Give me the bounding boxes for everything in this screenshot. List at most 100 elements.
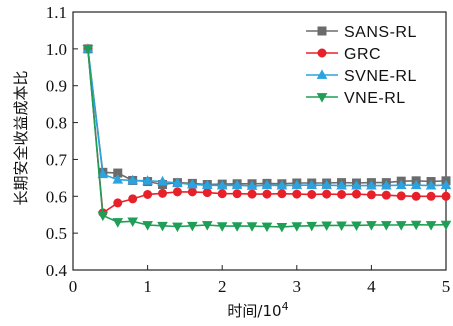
data-point bbox=[306, 179, 318, 190]
plot-border bbox=[72, 11, 447, 271]
y-tick-label: 1.0 bbox=[46, 40, 67, 59]
data-point bbox=[425, 179, 437, 190]
data-point bbox=[231, 179, 243, 190]
data-point bbox=[262, 189, 272, 199]
data-point bbox=[440, 220, 452, 231]
data-point bbox=[410, 220, 422, 231]
data-point bbox=[113, 198, 123, 208]
data-point bbox=[246, 222, 258, 232]
data-point bbox=[112, 218, 124, 228]
data-point bbox=[216, 222, 228, 232]
legend-item: GRC bbox=[306, 46, 381, 63]
x-axis-label: 时间/104 bbox=[227, 300, 288, 320]
legend-swatch-marker bbox=[317, 48, 327, 58]
plot-frame bbox=[72, 11, 447, 271]
data-point bbox=[395, 179, 407, 190]
data-point bbox=[351, 221, 362, 232]
data-point bbox=[411, 191, 421, 201]
data-point bbox=[291, 179, 303, 190]
series-grc bbox=[83, 44, 451, 218]
legend-label: SVNE-RL bbox=[344, 68, 417, 85]
data-point bbox=[276, 222, 288, 233]
y-tick-label: 1.1 bbox=[46, 3, 67, 22]
x-tick-label: 1 bbox=[143, 277, 152, 296]
series-layer bbox=[82, 43, 452, 233]
data-point bbox=[187, 187, 197, 197]
data-point bbox=[366, 179, 377, 190]
x-tick-label: 5 bbox=[442, 277, 451, 296]
data-point bbox=[82, 44, 94, 55]
data-point bbox=[306, 221, 318, 232]
data-point bbox=[292, 189, 302, 199]
data-point bbox=[172, 187, 182, 197]
data-point bbox=[172, 222, 183, 233]
y-tick-label: 0.5 bbox=[46, 224, 67, 243]
data-point bbox=[202, 188, 212, 198]
data-point bbox=[97, 168, 109, 179]
data-point bbox=[426, 191, 436, 201]
y-tick-label: 0.6 bbox=[46, 187, 67, 206]
legend-label: SANS-RL bbox=[344, 24, 417, 41]
data-point bbox=[366, 190, 376, 200]
legend-item: SVNE-RL bbox=[306, 68, 417, 85]
data-point bbox=[127, 217, 138, 227]
data-point bbox=[187, 221, 198, 232]
legend-item: SANS-RL bbox=[306, 24, 417, 41]
data-point bbox=[247, 189, 257, 199]
y-axis-title: 长期安全收益成本比 bbox=[12, 70, 30, 205]
legend-label: VNE-RL bbox=[344, 90, 406, 107]
data-point bbox=[142, 221, 153, 231]
data-point bbox=[187, 178, 198, 189]
y-tick-label: 0.7 bbox=[46, 150, 68, 169]
data-point bbox=[246, 180, 258, 190]
data-point bbox=[231, 222, 243, 232]
data-point bbox=[321, 179, 332, 190]
data-point bbox=[366, 221, 377, 231]
data-point bbox=[276, 179, 288, 190]
data-point bbox=[157, 221, 168, 232]
legend-item: VNE-RL bbox=[306, 90, 406, 107]
data-point bbox=[351, 179, 362, 190]
x-axis-title-exponent: 4 bbox=[282, 300, 289, 313]
y-tick-label: 0.4 bbox=[46, 261, 68, 280]
data-point bbox=[157, 175, 168, 186]
x-axis-title-text: 时间/10 bbox=[227, 302, 281, 320]
data-point bbox=[336, 179, 347, 190]
data-point bbox=[277, 189, 287, 199]
data-point bbox=[142, 175, 153, 185]
data-point bbox=[321, 221, 332, 232]
data-point bbox=[261, 222, 273, 233]
data-point bbox=[232, 189, 242, 199]
x-tick-label: 3 bbox=[293, 277, 302, 296]
axis-ticks: 0 1 2 3 4 5 0.4 0.5 0.6 0.7 0.8 0.9 1.0 1.1 bbox=[46, 3, 451, 296]
legend-label: GRC bbox=[344, 46, 381, 63]
series-sans-rl bbox=[83, 44, 451, 189]
data-point bbox=[201, 221, 213, 231]
x-tick-label: 4 bbox=[367, 277, 376, 296]
data-point bbox=[381, 190, 391, 200]
data-point bbox=[307, 189, 317, 199]
x-tick-label: 2 bbox=[218, 277, 227, 296]
data-point bbox=[143, 189, 153, 199]
data-point bbox=[127, 174, 138, 185]
data-point bbox=[337, 189, 347, 199]
data-point bbox=[410, 179, 422, 190]
data-point bbox=[396, 191, 406, 201]
data-point bbox=[128, 194, 138, 204]
x-axis-title: 时间/104 bbox=[227, 300, 288, 320]
data-point bbox=[261, 179, 273, 190]
data-point bbox=[291, 222, 303, 232]
data-point bbox=[381, 221, 392, 231]
data-point bbox=[381, 179, 392, 190]
data-point bbox=[336, 221, 347, 232]
data-point bbox=[441, 191, 451, 201]
data-point bbox=[201, 179, 213, 190]
legend: SANS-RL GRC SVNE-RL VNE-RL bbox=[306, 24, 417, 107]
data-point bbox=[395, 221, 407, 231]
x-tick-label: 0 bbox=[69, 277, 78, 296]
data-point bbox=[97, 211, 109, 222]
data-point bbox=[112, 174, 124, 184]
legend-swatch-marker bbox=[316, 93, 328, 103]
data-point bbox=[158, 188, 168, 198]
